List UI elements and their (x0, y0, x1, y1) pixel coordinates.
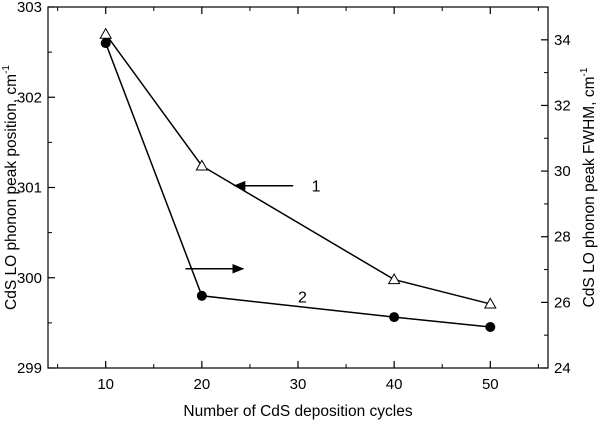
y-right-tick-label: 26 (554, 294, 571, 311)
y-axis-left-title: CdS LO phonon peak position, cm-1 (1, 65, 20, 310)
data-point-circle (389, 312, 400, 323)
x-axis-title: Number of CdS deposition cycles (183, 403, 412, 420)
data-point-triangle (195, 159, 209, 171)
y-axis-right-title-sup: -1 (579, 67, 590, 76)
series-group (99, 27, 497, 332)
y-right-tick-label: 32 (554, 97, 571, 114)
y-left-tick-label: 301 (17, 180, 42, 197)
y-axis-left-title-sup: -1 (1, 65, 12, 74)
annotations: 12 (185, 179, 321, 307)
y-right-tick-label: 30 (554, 163, 571, 180)
x-tick-label: 20 (194, 376, 211, 393)
y-left-tick-label: 300 (17, 270, 42, 287)
y-axis-right-title-text: CdS LO phonon peak FWHM, cm (581, 77, 598, 308)
x-tick-label: 30 (290, 376, 307, 393)
y-right-tick-label: 34 (554, 32, 571, 49)
series-line-2 (104, 42, 491, 328)
series-2-label: 2 (298, 290, 307, 307)
data-point-triangle (483, 297, 497, 309)
series-line-1 (105, 33, 491, 305)
y-axis-left-title-text: CdS LO phonon peak position, cm (3, 74, 20, 310)
data-point-circle (196, 290, 207, 301)
plot-frame (47, 6, 549, 369)
data-point-triangle (387, 273, 401, 285)
y-axis-right-title: CdS LO phonon peak FWHM, cm-1 (579, 67, 598, 307)
x-tick-label: 50 (482, 376, 499, 393)
y-left-tick-label: 303 (17, 0, 42, 16)
y-right-tick-label: 24 (554, 360, 571, 377)
x-tick-label: 40 (386, 376, 403, 393)
y-left-tick-label: 299 (17, 360, 42, 377)
axis-ticks (48, 6, 548, 369)
data-point-triangle (99, 27, 113, 39)
x-tick-label: 10 (97, 376, 114, 393)
tick-labels: 10 20 30 40 50 299 300 301 302 303 24 26 28 30 32 34 (17, 0, 571, 393)
series-1-label: 1 (312, 179, 321, 196)
data-point-circle (100, 38, 111, 49)
y-right-tick-label: 28 (554, 229, 571, 246)
y-left-tick-label: 302 (17, 89, 42, 106)
data-point-circle (485, 321, 496, 332)
